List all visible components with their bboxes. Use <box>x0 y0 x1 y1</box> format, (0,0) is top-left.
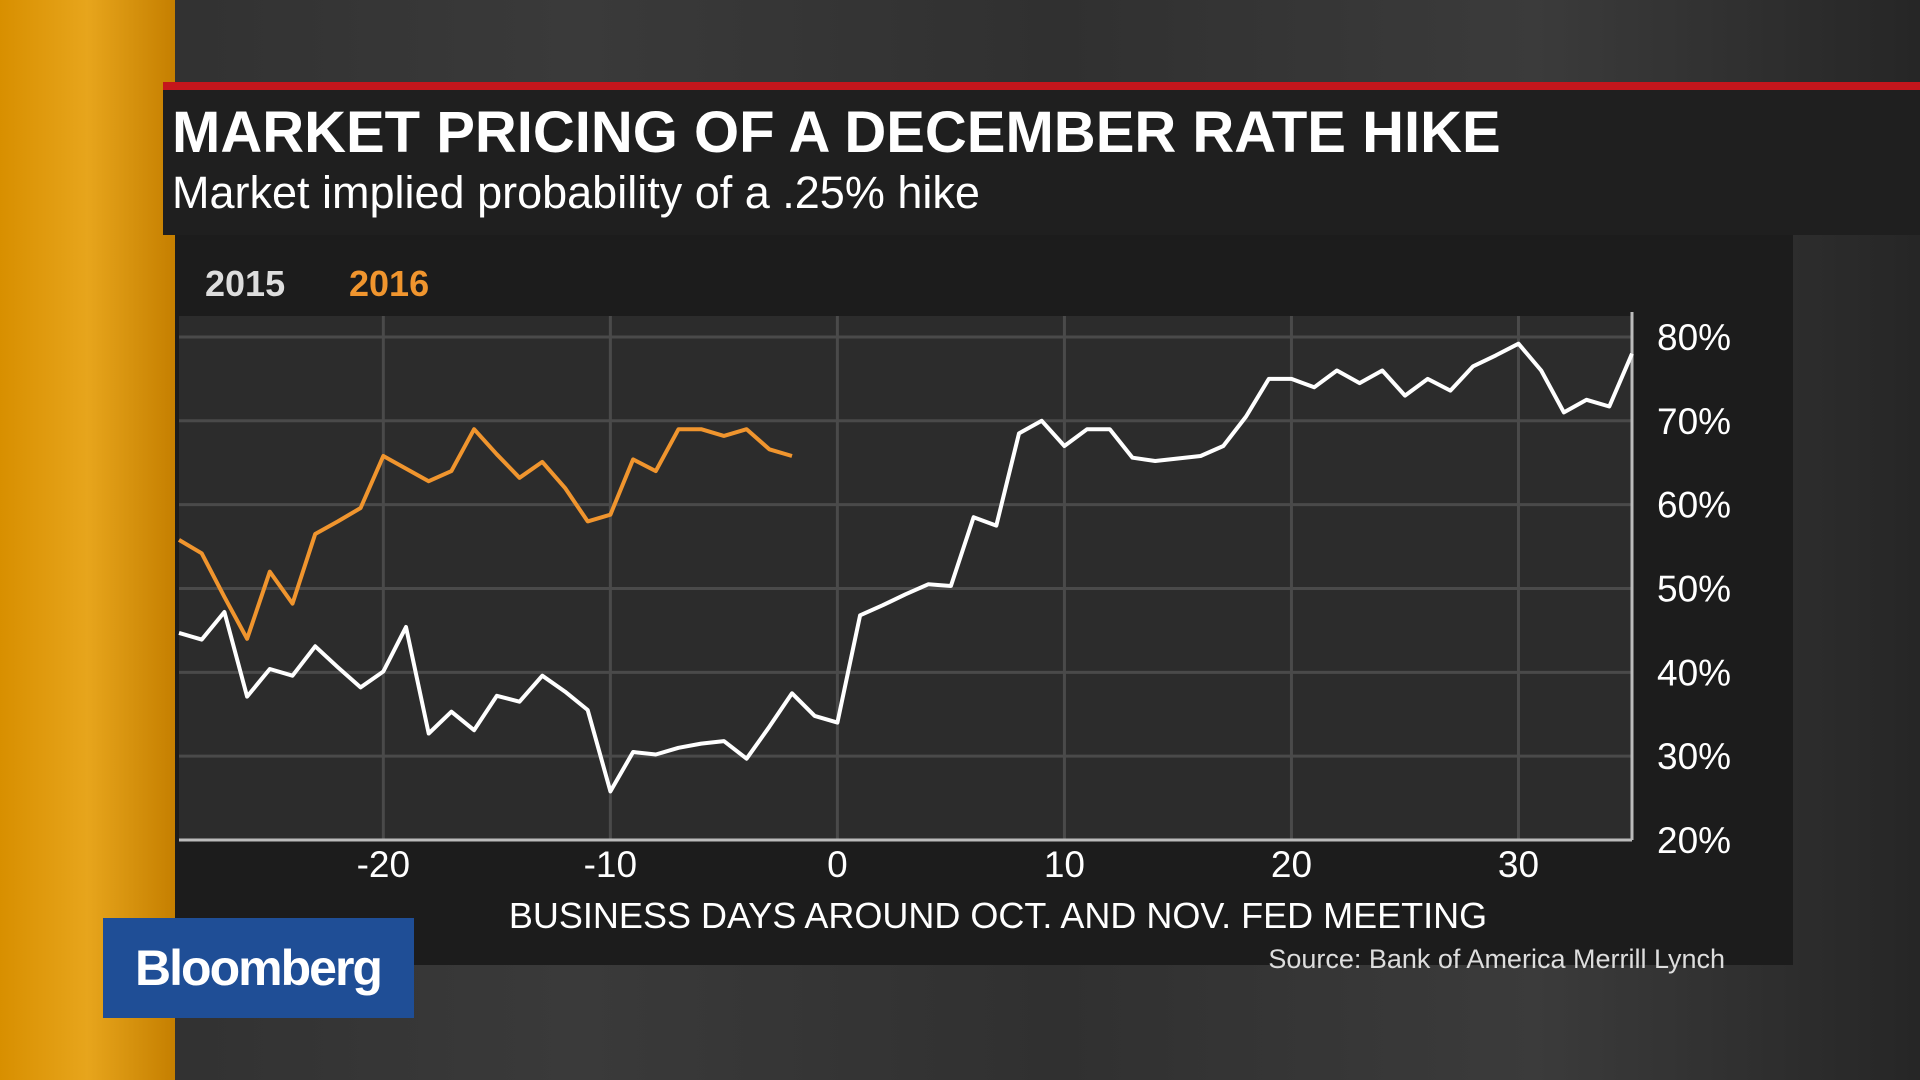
chart-title: MARKET PRICING OF A DECEMBER RATE HIKE <box>172 100 1501 165</box>
y-tick-label: 50% <box>1657 568 1731 609</box>
line-series <box>177 427 793 641</box>
plot-area <box>179 316 1632 840</box>
red-rule <box>163 82 1920 90</box>
source: Source: Bank of America Merrill Lynch <box>1268 944 1725 974</box>
plot: 20% 30% 40% 50% 60% 70% 80% -20 -10 0 10 20 30 2015 20… <box>177 263 1731 885</box>
x-tick-label: 20 <box>1271 844 1312 885</box>
side-bar <box>0 0 175 1080</box>
legend-label: 2015 <box>205 263 285 304</box>
x-tick-label: 10 <box>1044 844 1085 885</box>
x-tick-label: 0 <box>827 844 848 885</box>
title-band <box>163 84 1920 235</box>
chart-subtitle: Market implied probability of a .25% hik… <box>172 167 980 218</box>
y-tick-label: 60% <box>1657 485 1731 526</box>
x-tick-label: -10 <box>584 844 637 885</box>
brand-logo: Bloomberg <box>135 940 381 996</box>
y-tick-label: 30% <box>1657 736 1731 777</box>
x-axis-label: BUSINESS DAYS AROUND OCT. AND NOV. FED M… <box>509 895 1487 936</box>
x-tick-label: 30 <box>1498 844 1539 885</box>
x-tick-label: -20 <box>357 844 410 885</box>
y-tick-label: 20% <box>1657 820 1731 861</box>
line-series <box>178 341 1634 794</box>
brand-box <box>103 918 414 1018</box>
legend-label: 2016 <box>349 263 429 304</box>
y-tick-label: 80% <box>1657 317 1731 358</box>
y-tick-label: 40% <box>1657 652 1731 693</box>
y-tick-label: 70% <box>1657 401 1731 442</box>
